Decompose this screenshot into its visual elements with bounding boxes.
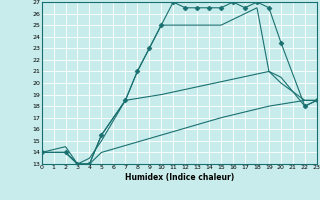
X-axis label: Humidex (Indice chaleur): Humidex (Indice chaleur) bbox=[124, 173, 234, 182]
